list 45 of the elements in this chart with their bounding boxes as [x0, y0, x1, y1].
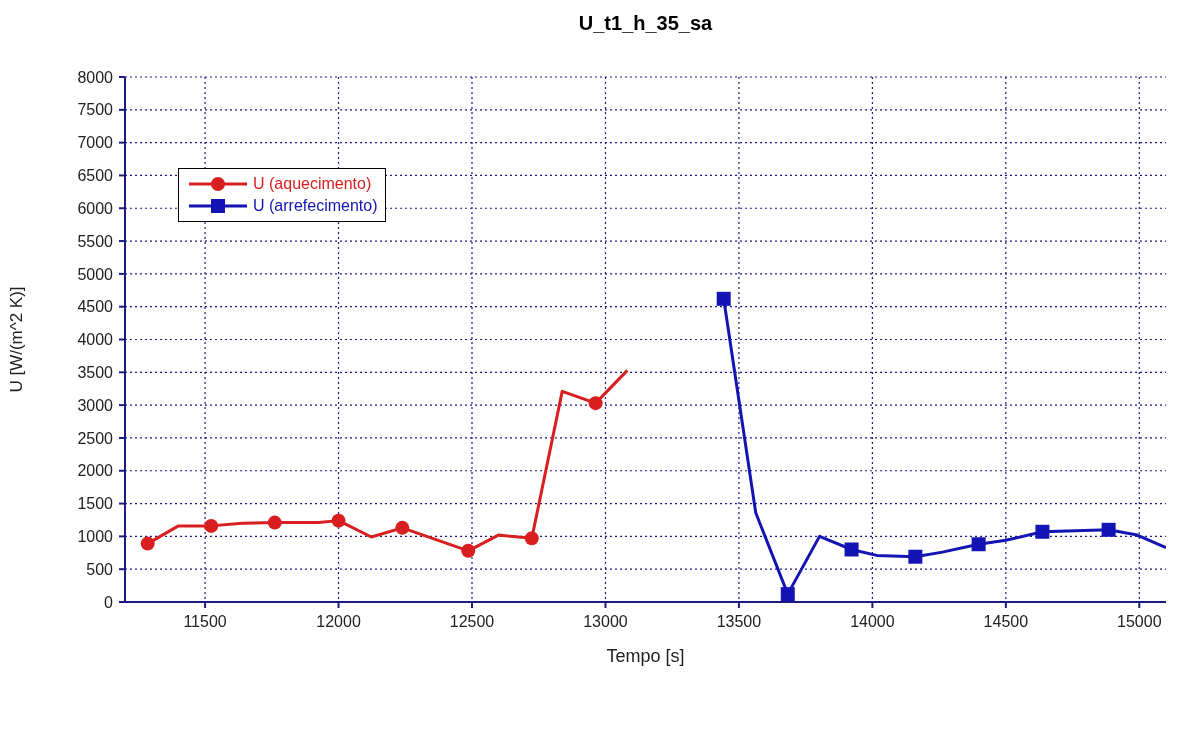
- y-tick-label: 500: [86, 560, 114, 578]
- x-tick-label: 14500: [983, 613, 1029, 631]
- point: [461, 543, 476, 558]
- y-tick-label: 4500: [77, 298, 114, 316]
- point: [140, 536, 155, 551]
- y-tick-label: 5500: [77, 232, 114, 250]
- y-tick-label: 4000: [77, 331, 114, 349]
- point: [331, 513, 346, 528]
- x-tick-label: 15000: [1117, 613, 1162, 631]
- point: [588, 396, 603, 411]
- y-tick-label: 8000: [77, 68, 114, 86]
- y-tick-label: 6000: [77, 199, 114, 217]
- y-tick-label: 1000: [77, 528, 114, 546]
- y-tick-label: 1500: [77, 495, 114, 513]
- y-tick-label: 0: [104, 593, 114, 611]
- y-axis-title: U [W/(m^2 K)]: [7, 286, 27, 393]
- point: [524, 531, 539, 546]
- chart-title: U_t1_h_35_sa: [577, 12, 714, 35]
- x-tick-label: 12000: [316, 613, 361, 631]
- point: [204, 518, 219, 533]
- point: [844, 542, 859, 557]
- y-tick-label: 6500: [77, 167, 114, 185]
- y-tick-label: 2500: [77, 429, 114, 447]
- y-tick-label: 7500: [77, 101, 114, 119]
- x-tick-label: 12500: [449, 613, 495, 631]
- point: [267, 515, 282, 530]
- point: [395, 520, 410, 535]
- y-tick-label: 5000: [77, 265, 114, 283]
- point: [908, 549, 923, 564]
- legend-label: U (arrefecimento): [253, 197, 378, 215]
- x-axis-title: Tempo [s]: [606, 646, 685, 666]
- legend-label: U (aquecimento): [253, 175, 372, 193]
- point: [1035, 524, 1050, 539]
- point: [780, 587, 795, 602]
- y-tick-label: 2000: [77, 462, 114, 480]
- x-tick-label: 14000: [850, 613, 895, 631]
- y-tick-label: 7000: [77, 134, 114, 152]
- y-tick-label: 3500: [77, 363, 114, 381]
- y-tick-label: 3000: [77, 396, 114, 414]
- point: [716, 291, 731, 306]
- point: [971, 537, 986, 552]
- point: [1101, 522, 1116, 537]
- x-tick-label: 11500: [183, 613, 227, 631]
- x-tick-label: 13500: [716, 613, 762, 631]
- x-tick-label: 13000: [583, 613, 628, 631]
